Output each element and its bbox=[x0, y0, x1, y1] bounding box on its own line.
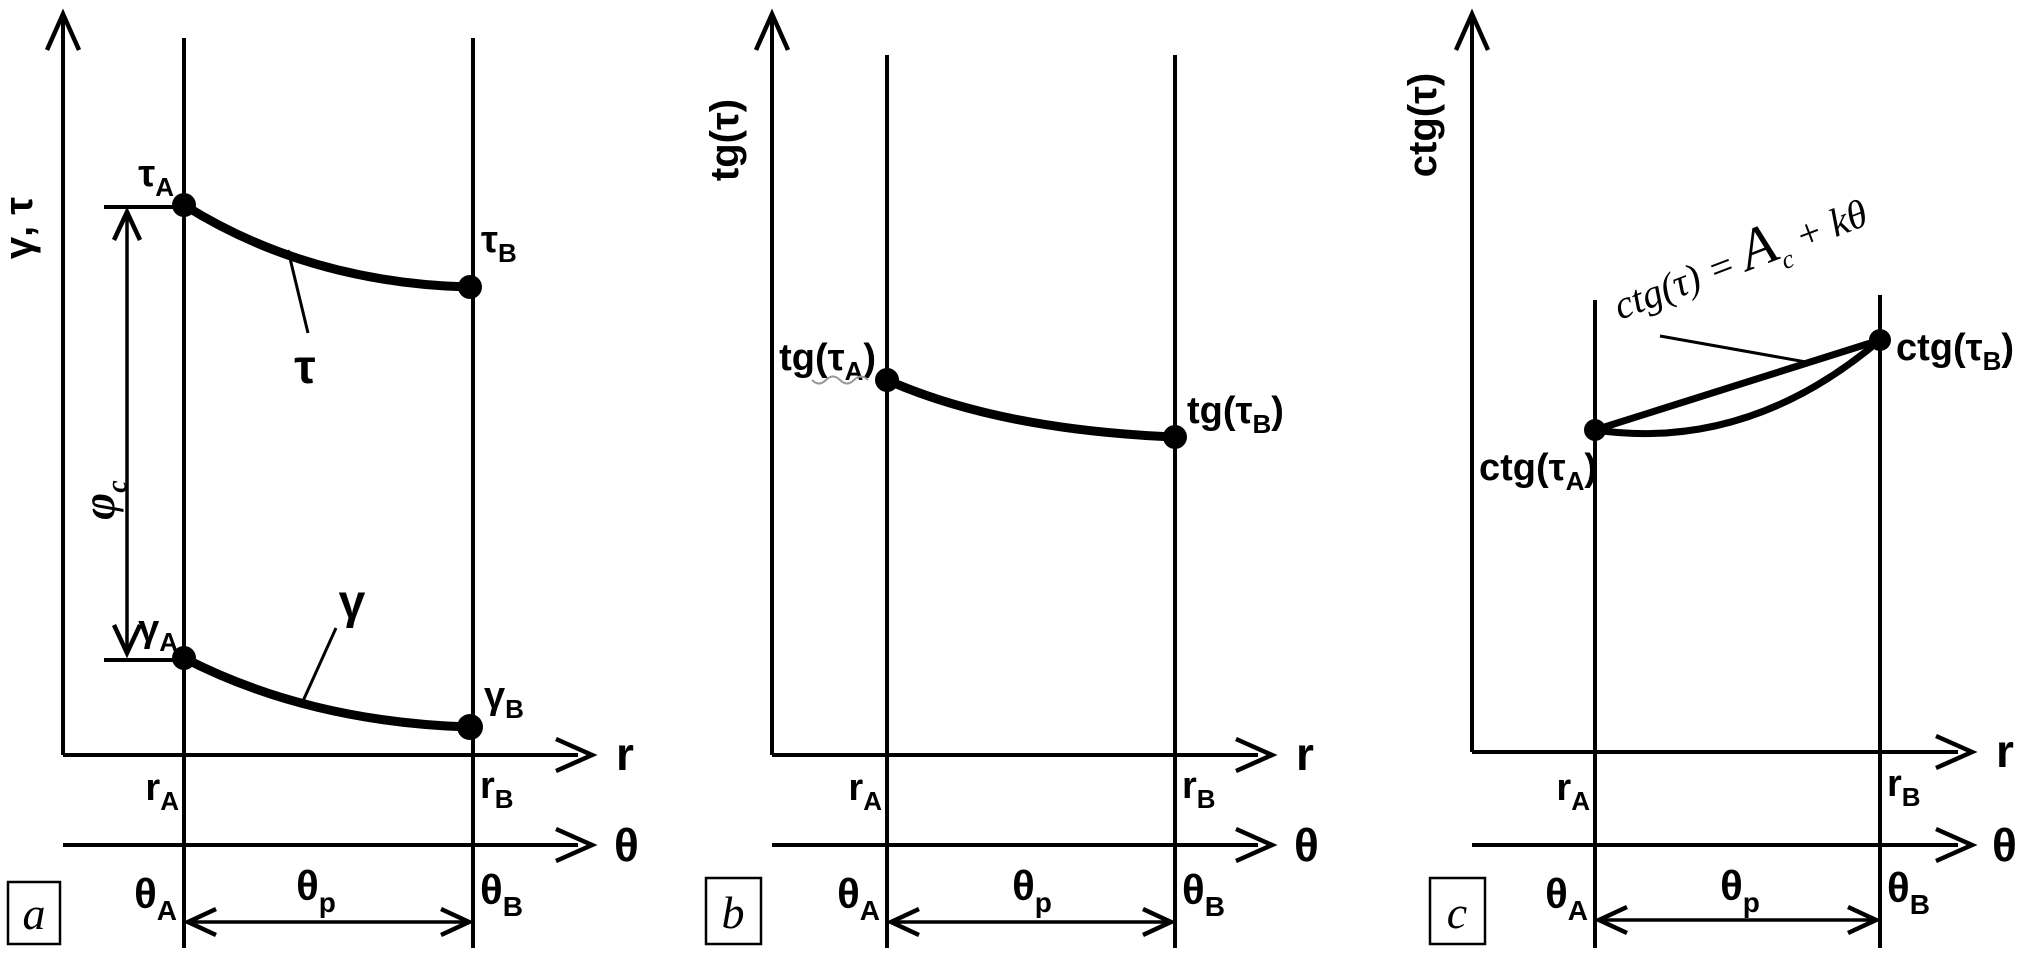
panel-c-thetaP-label: θp bbox=[1720, 862, 1760, 918]
panel-c-thetaA-label: θA bbox=[1545, 870, 1588, 926]
tg-A-point bbox=[875, 368, 899, 392]
panel-a-theta-axis-label: θ bbox=[614, 819, 639, 871]
panel-a-theta-axis-arrow-icon bbox=[555, 826, 598, 864]
panel-c-theta-axis-label: θ bbox=[1992, 819, 2017, 871]
panel-c-thetaP-arrow-right-icon bbox=[1847, 904, 1882, 936]
panel-b-theta-axis-label: θ bbox=[1294, 819, 1319, 871]
panel-b-y-axis-arrow-icon bbox=[753, 8, 791, 51]
panel-b-r-axis-label: r bbox=[1296, 728, 1314, 780]
tg-B-point bbox=[1163, 425, 1187, 449]
panel-b-thetaA-label: θA bbox=[837, 870, 880, 926]
ctg-fit-line bbox=[1591, 336, 1884, 434]
ctg-A-point bbox=[1584, 419, 1606, 441]
panel-b-thetaP-arrow-right-icon bbox=[1142, 906, 1177, 938]
panel-c-rB-label: rB bbox=[1887, 763, 1921, 812]
panel-b-rB-label: rB bbox=[1182, 765, 1216, 814]
ctg-B-point bbox=[1869, 329, 1891, 351]
panel-a-thetaB-label: θB bbox=[480, 866, 523, 922]
panel-b-rA-label: rA bbox=[848, 767, 882, 816]
panel-b-theta-axis-arrow-icon bbox=[1235, 826, 1278, 864]
gamma-B-point bbox=[457, 714, 483, 740]
ctg-B-label: ctg(τB) bbox=[1896, 327, 2014, 376]
panel-a-y-axis-arrow-icon bbox=[44, 8, 82, 51]
ctg-curve bbox=[1591, 336, 1884, 438]
tg-A-label: tg(τA) bbox=[779, 337, 876, 386]
panel-a-thetaP-label: θp bbox=[296, 862, 336, 918]
panel-c-theta-axis-arrow-icon bbox=[1935, 826, 1978, 864]
panel-a-tag: a bbox=[23, 888, 46, 939]
gamma-B-label: γB bbox=[484, 675, 524, 724]
panel-c-tag-box bbox=[1428, 876, 1487, 946]
panel-b-tag-box bbox=[704, 876, 763, 946]
panel-b-thetaP-label: θp bbox=[1012, 862, 1052, 918]
panel-a-tag-box bbox=[6, 880, 62, 946]
panel-c-y-axis-arrow-icon bbox=[1453, 8, 1491, 51]
panel-a-y-axis-label: γ, τ bbox=[0, 197, 41, 259]
panel-c-thetaB-label: θB bbox=[1887, 864, 1930, 920]
tau-B-label: τB bbox=[481, 219, 517, 268]
tau-leader-line bbox=[286, 249, 310, 334]
panel-c-thetaP-arrow-left-icon bbox=[1593, 904, 1628, 936]
tg-B-label: tg(τB) bbox=[1187, 390, 1284, 439]
panel-a-r-axis-label: r bbox=[616, 728, 634, 780]
gamma-A-point bbox=[172, 646, 196, 670]
panel-b-thetaP-arrow-left-icon bbox=[885, 906, 920, 938]
panel-c-tag: c bbox=[1447, 887, 1467, 938]
ctg-A-label: ctg(τA) bbox=[1479, 447, 1597, 496]
tau-A-label: τA bbox=[138, 153, 174, 202]
panel-c-r-axis-label: r bbox=[1996, 725, 2014, 777]
tau-B-point bbox=[458, 275, 482, 299]
panel-b-tag: b bbox=[722, 887, 745, 938]
panel-c-rA-label: rA bbox=[1556, 767, 1590, 816]
panel-a-thetaA-label: θA bbox=[134, 870, 177, 926]
gamma-curve-label: γ bbox=[339, 576, 366, 629]
panel-a-rB-label: rB bbox=[480, 765, 514, 814]
panel-a-r-axis-arrow-icon bbox=[555, 736, 598, 774]
tau-curve-label: τ bbox=[294, 341, 315, 394]
equation-leader-line bbox=[1659, 334, 1807, 364]
panel-b-y-axis-label: tg(τ) bbox=[703, 99, 747, 181]
panel-a-thetaP-arrow-right-icon bbox=[440, 906, 475, 938]
panel-b: tg(τ) tg(τA) tg(τB) r rA rB θ θA θB θp b bbox=[703, 8, 1319, 948]
tau-curve bbox=[179, 200, 475, 292]
gamma-leader-line bbox=[301, 627, 338, 702]
tg-A-label-squiggle bbox=[811, 375, 869, 385]
panel-a-rA-label: rA bbox=[145, 767, 179, 816]
gamma-curve bbox=[179, 653, 475, 732]
tg-curve bbox=[882, 375, 1180, 442]
panel-a-thetaP-arrow-left-icon bbox=[182, 906, 217, 938]
panel-c: ctg(τ) ctg(τ) = Ac + kθ ctg(τA) ctg(τB) … bbox=[1401, 8, 2017, 948]
ctg-equation: ctg(τ) = Ac + kθ bbox=[1601, 175, 1876, 336]
phi-arrow-down-icon bbox=[111, 624, 143, 659]
panel-b-r-axis-arrow-icon bbox=[1235, 736, 1278, 774]
panel-b-thetaB-label: θB bbox=[1182, 866, 1225, 922]
panel-c-y-axis-label: ctg(τ) bbox=[1401, 73, 1445, 178]
panel-c-r-axis-arrow-icon bbox=[1935, 733, 1978, 771]
tau-A-point bbox=[172, 193, 196, 217]
panel-a: γ, τ τA τB τ φc γA γB γ r rA rB bbox=[0, 8, 639, 948]
phi-arrow-up-icon bbox=[111, 206, 143, 241]
gamma-A-label: γA bbox=[138, 608, 178, 657]
phi-c-label: φc bbox=[73, 480, 133, 520]
